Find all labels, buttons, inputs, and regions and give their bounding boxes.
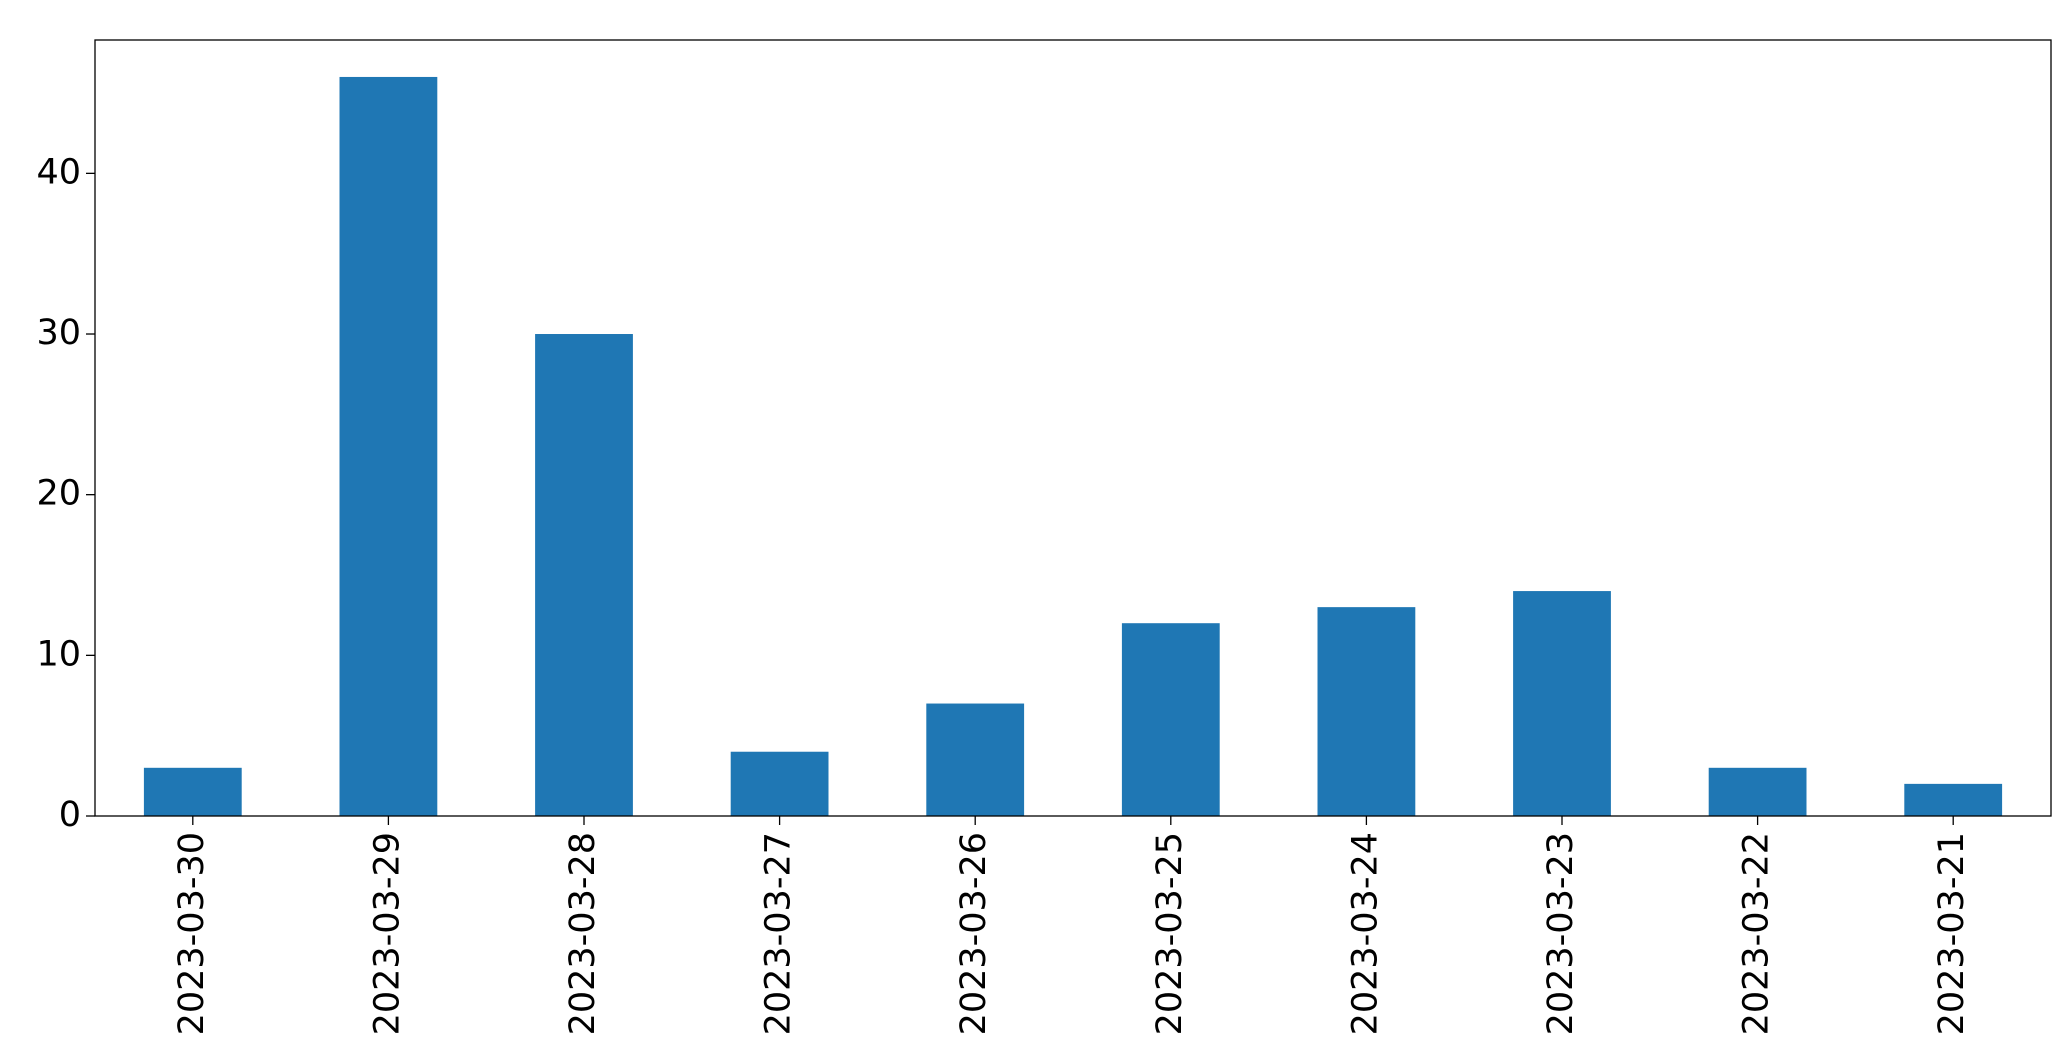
bar [1708,767,1807,816]
x-tick-label: 2023-03-25 [1150,832,1190,1035]
bar [339,76,438,816]
y-tick-label: 20 [36,474,81,514]
bar [926,703,1025,816]
bar [143,767,242,816]
x-tick-label: 2023-03-23 [1541,832,1581,1035]
x-tick-label: 2023-03-21 [1932,832,1972,1035]
y-tick-label: 0 [59,795,81,835]
y-tick-label: 40 [36,152,81,192]
x-tick-label: 2023-03-29 [367,832,407,1035]
x-tick-label: 2023-03-30 [172,832,212,1035]
bar [535,334,633,816]
y-tick-label: 30 [36,313,81,353]
bar [730,751,829,816]
bar [1513,591,1611,816]
bar [1317,607,1416,816]
x-tick-label: 2023-03-26 [954,832,994,1035]
x-tick-label: 2023-03-22 [1737,832,1777,1035]
x-tick-label: 2023-03-27 [759,832,799,1035]
bar [1121,623,1220,816]
x-tick-label: 2023-03-28 [563,832,603,1035]
bar [1904,783,2003,816]
axes-frame [94,39,2052,817]
x-tick-label: 2023-03-24 [1345,832,1385,1035]
y-tick-label: 10 [36,634,81,674]
